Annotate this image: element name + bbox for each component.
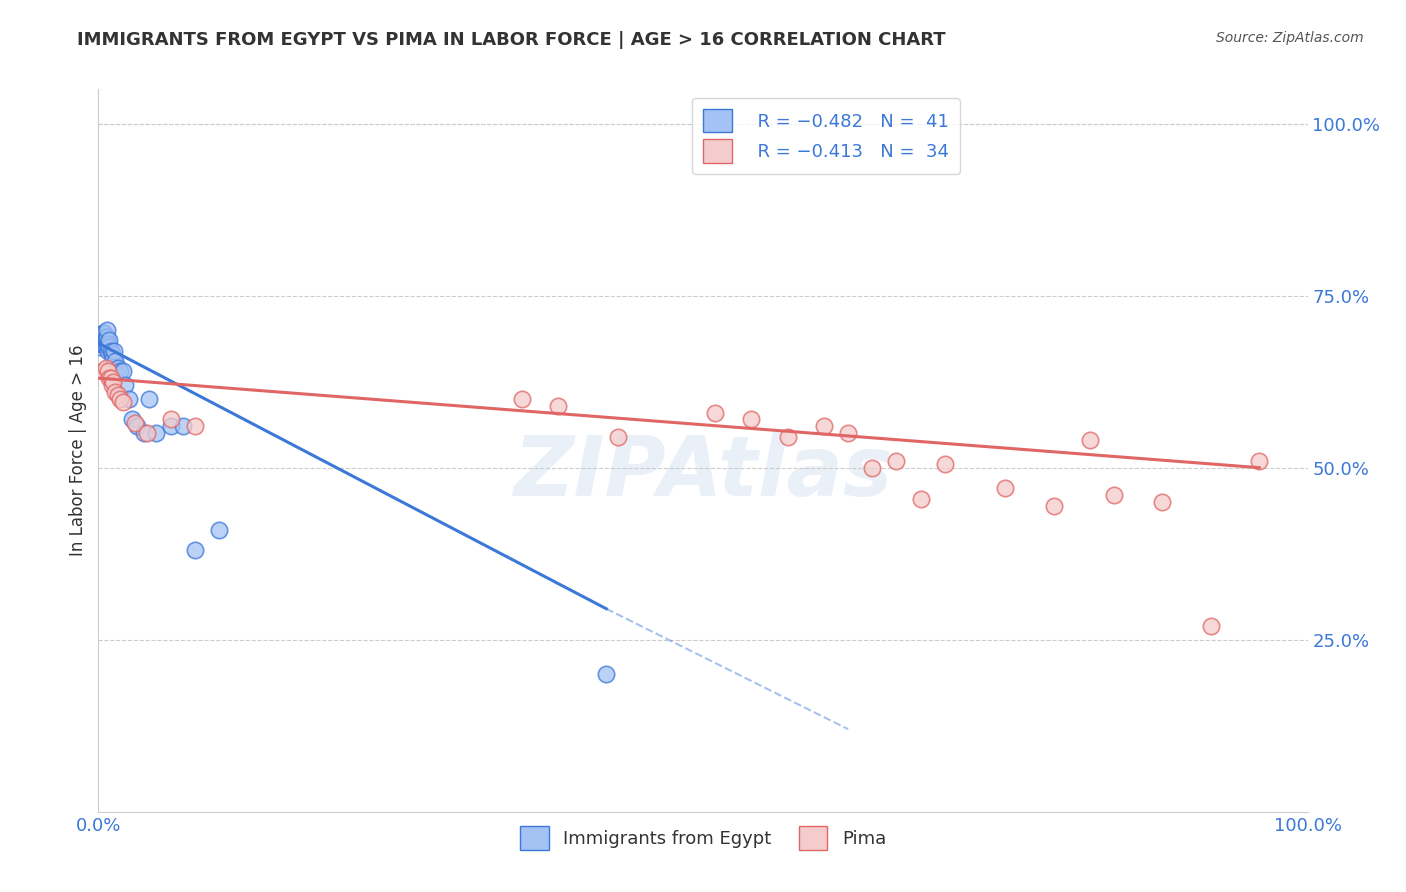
Point xyxy=(124,416,146,430)
Point xyxy=(135,426,157,441)
Point xyxy=(111,395,134,409)
Point xyxy=(121,412,143,426)
Point xyxy=(94,360,117,375)
Point xyxy=(97,336,120,351)
Point xyxy=(910,491,932,506)
Point xyxy=(103,343,125,358)
Point xyxy=(93,326,115,341)
Point xyxy=(91,334,114,348)
Point xyxy=(886,454,908,468)
Point xyxy=(91,330,114,344)
Point xyxy=(96,330,118,344)
Point xyxy=(98,340,121,354)
Point xyxy=(740,412,762,426)
Point xyxy=(91,326,114,341)
Point xyxy=(776,430,799,444)
Point xyxy=(172,419,194,434)
Point xyxy=(91,364,114,378)
Point xyxy=(607,430,630,444)
Point xyxy=(100,371,122,385)
Y-axis label: In Labor Force | Age > 16: In Labor Force | Age > 16 xyxy=(69,344,87,557)
Point xyxy=(510,392,533,406)
Point xyxy=(100,343,122,358)
Point xyxy=(91,330,114,344)
Point xyxy=(97,343,120,358)
Point xyxy=(595,667,617,681)
Point xyxy=(160,419,183,434)
Point xyxy=(1249,454,1271,468)
Point xyxy=(89,340,111,354)
Text: Source: ZipAtlas.com: Source: ZipAtlas.com xyxy=(1216,31,1364,45)
Point xyxy=(111,364,134,378)
Point xyxy=(94,334,117,348)
Point xyxy=(107,360,129,375)
Point xyxy=(93,334,115,348)
Point xyxy=(837,426,859,441)
Point xyxy=(1199,619,1222,633)
Point xyxy=(184,419,207,434)
Point xyxy=(97,364,120,378)
Point xyxy=(138,392,160,406)
Text: IMMIGRANTS FROM EGYPT VS PIMA IN LABOR FORCE | AGE > 16 CORRELATION CHART: IMMIGRANTS FROM EGYPT VS PIMA IN LABOR F… xyxy=(77,31,946,49)
Point xyxy=(1152,495,1174,509)
Point xyxy=(101,375,124,389)
Point xyxy=(145,426,167,441)
Point xyxy=(1042,499,1064,513)
Point xyxy=(134,426,156,441)
Point xyxy=(104,384,127,399)
Legend: Immigrants from Egypt, Pima: Immigrants from Egypt, Pima xyxy=(513,819,893,857)
Point xyxy=(114,378,136,392)
Point xyxy=(94,330,117,344)
Point xyxy=(96,334,118,348)
Point xyxy=(1102,488,1125,502)
Point xyxy=(108,392,131,406)
Point xyxy=(94,336,117,351)
Point xyxy=(118,392,141,406)
Point xyxy=(100,347,122,361)
Point xyxy=(184,543,207,558)
Point xyxy=(994,481,1017,495)
Point xyxy=(108,364,131,378)
Point xyxy=(1078,433,1101,447)
Point xyxy=(208,523,231,537)
Point xyxy=(127,419,149,434)
Point xyxy=(91,336,114,351)
Point xyxy=(96,323,118,337)
Point xyxy=(860,460,883,475)
Point xyxy=(104,354,127,368)
Point xyxy=(704,406,727,420)
Point xyxy=(93,336,115,351)
Point xyxy=(100,378,122,392)
Point xyxy=(101,351,124,365)
Point xyxy=(93,330,115,344)
Point xyxy=(160,412,183,426)
Point xyxy=(90,336,112,351)
Point xyxy=(813,419,835,434)
Point xyxy=(547,399,569,413)
Point xyxy=(107,388,129,402)
Point xyxy=(98,334,121,348)
Point xyxy=(98,371,121,385)
Point xyxy=(934,457,956,471)
Text: ZIPAtlas: ZIPAtlas xyxy=(513,432,893,513)
